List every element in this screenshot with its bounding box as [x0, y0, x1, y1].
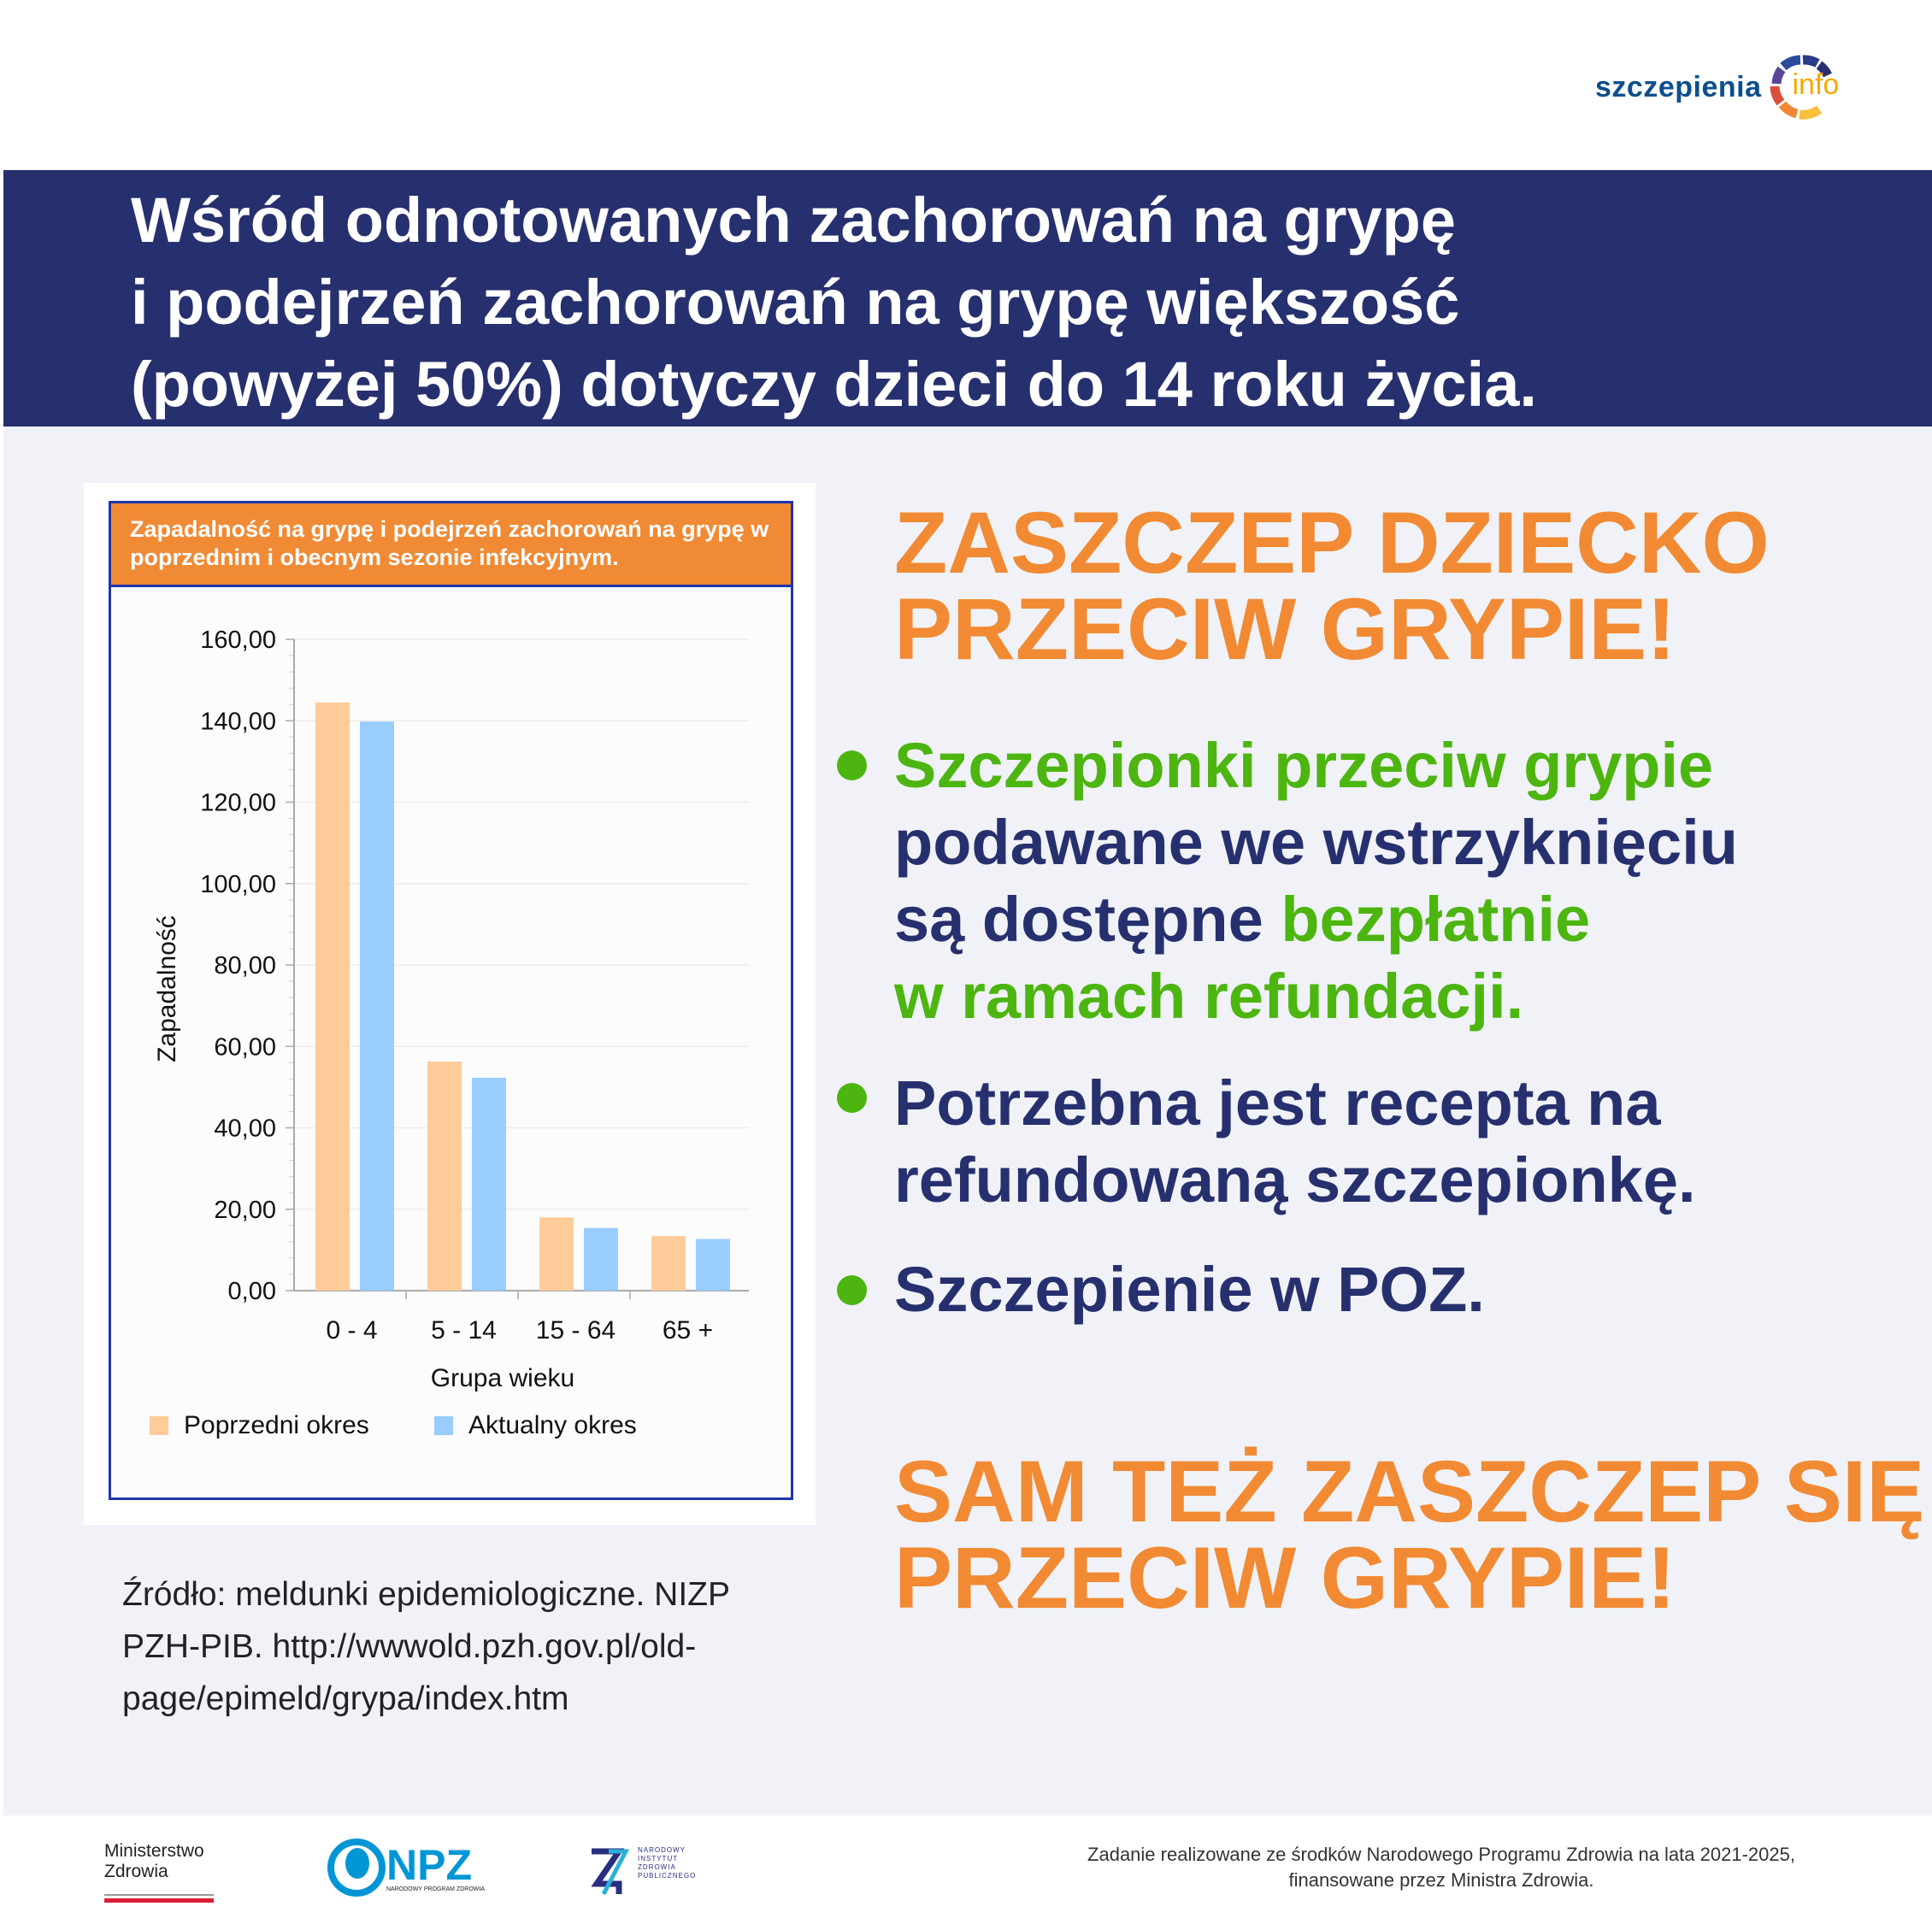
y-tick-label: 0,00 [228, 1278, 276, 1305]
bullet-text: bezpłatnie [1281, 884, 1591, 955]
cta-line: PRZECIW GRYPIE! [894, 1529, 1676, 1627]
logo-ring-icon: info [1766, 51, 1840, 123]
bullet-text: są dostępne [894, 884, 1281, 955]
bullet-text: refundowaną szczepionkę. [894, 1144, 1696, 1215]
bullet-text: Potrzebna jest recepta na [894, 1068, 1661, 1139]
bar-poprzedni-okres [315, 702, 350, 1291]
funding-line: finansowane przez Ministra Zdrowia. [1288, 1869, 1594, 1891]
bullet-text: Szczepionki przeciw grypie [894, 730, 1714, 801]
bullet-icon [837, 1083, 867, 1113]
y-tick-label: 140,00 [200, 708, 276, 735]
x-axis-label: Grupa wieku [431, 1364, 574, 1392]
title-line: i podejrzeń zachorowań na grypę większoś… [131, 267, 1460, 338]
cta-vaccinate-yourself: SAM TEŻ ZASZCZEP SIĘ PRZECIW GRYPIE! [894, 1443, 1925, 1627]
title-line: (powyżej 50%) dotyczy dzieci do 14 roku … [131, 349, 1537, 420]
y-tick-label: 40,00 [214, 1115, 276, 1143]
funding-line: Zadanie realizowane ze środków Narodoweg… [1087, 1844, 1795, 1865]
y-tick-label: 80,00 [214, 952, 276, 980]
bar-aktualny-okres [472, 1077, 506, 1291]
legend-swatch [434, 1416, 453, 1435]
nizp-text: PUBLICZNEGO [638, 1872, 697, 1880]
bullet-text: w ramach refundacji. [894, 961, 1524, 1032]
bullet-free-vaccines: Szczepionki przeciw grypie podawane we w… [894, 727, 1903, 1035]
logo-text: szczepienia [1595, 70, 1762, 103]
y-tick-label: 20,00 [214, 1197, 276, 1224]
bar-chart: 0,00 20,00 40,00 60,00 80,00 100,00 120,00 140,… [150, 627, 749, 1439]
ministry-logo: Ministerstwo Zdrowia [104, 1841, 214, 1903]
szczepienia-info-logo: szczepienia info [1595, 51, 1840, 123]
bullet-poz: Szczepienie w POZ. [894, 1254, 1485, 1325]
y-tick-label: 100,00 [200, 871, 276, 898]
y-tick-label: 120,00 [200, 790, 276, 817]
npz-logo: NPZ NARODOWY PROGRAM ZDROWIA [327, 1838, 485, 1898]
y-axis-label: Zapadalność [153, 915, 181, 1062]
x-tick-label: 65 + [663, 1316, 713, 1344]
legend-label: Aktualny okres [468, 1411, 637, 1439]
nizp-logo: NARODOWY INSTYTUT ZDROWIA PUBLICZNEGO [585, 1846, 696, 1899]
x-tick-label: 0 - 4 [326, 1316, 377, 1344]
legend-swatch [150, 1416, 168, 1435]
source-line: Źródło: meldunki epidemiologiczne. NIZP [122, 1576, 730, 1613]
chart-title: Zapadalność na grypę i podejrzeń zachoro… [111, 503, 791, 587]
page-title: Wśród odnotowanych zachorowań na grypę i… [131, 179, 1537, 426]
nizp-text: NARODOWY [638, 1846, 686, 1854]
cta-line: SAM TEŻ ZASZCZEP SIĘ [894, 1443, 1925, 1540]
bar-poprzedni-okres [651, 1236, 686, 1291]
nizp-text: ZDROWIA [638, 1863, 676, 1871]
nizp-mark-icon [591, 1848, 630, 1896]
logo-info-text: info [1792, 68, 1840, 101]
source-line: PZH-PIB. http://wwwold.pzh.gov.pl/old- [122, 1628, 697, 1665]
bullet-icon [837, 750, 867, 780]
npz-subtext: NARODOWY PROGRAM ZDROWIA [386, 1886, 485, 1892]
ministry-text: Zdrowia [104, 1862, 168, 1881]
bar-poprzedni-okres [427, 1061, 462, 1291]
header-band [3, 170, 1932, 427]
cta-line: ZASZCZEP DZIECKO [894, 494, 1770, 591]
bar-poprzedni-okres [539, 1217, 574, 1291]
source-note: Źródło: meldunki epidemiologiczne. NIZP … [122, 1568, 806, 1725]
title-line: Wśród odnotowanych zachorowań na grypę [131, 185, 1457, 256]
cta-vaccinate-child: ZASZCZEP DZIECKO PRZECIW GRYPIE! [894, 494, 1770, 678]
legend-label: Poprzedni okres [184, 1411, 369, 1439]
cta-line: PRZECIW GRYPIE! [894, 580, 1676, 678]
ministry-text: Ministerstwo [104, 1841, 204, 1861]
bullet-text: podawane we wstrzyknięciu [894, 807, 1738, 878]
funding-note: Zadanie realizowane ze środków Narodoweg… [997, 1842, 1886, 1893]
nizp-text: INSTYTUT [638, 1855, 679, 1862]
bar-aktualny-okres [360, 721, 394, 1291]
x-tick-label: 15 - 64 [536, 1316, 616, 1344]
npz-text: NPZ [386, 1840, 472, 1889]
y-tick-label: 60,00 [214, 1033, 276, 1061]
bullet-prescription: Potrzebna jest recepta na refundowaną sz… [894, 1065, 1903, 1219]
y-tick-label: 160,00 [200, 627, 276, 654]
bullet-icon [837, 1275, 867, 1305]
bar-aktualny-okres [696, 1239, 730, 1291]
x-tick-label: 5 - 14 [431, 1316, 497, 1344]
source-line: page/epimeld/grypa/index.htm [122, 1680, 569, 1717]
npz-swirl-icon [327, 1839, 386, 1897]
bar-aktualny-okres [584, 1227, 618, 1291]
chart-box: Zapadalność na grypę i podejrzeń zachoro… [109, 501, 793, 1500]
